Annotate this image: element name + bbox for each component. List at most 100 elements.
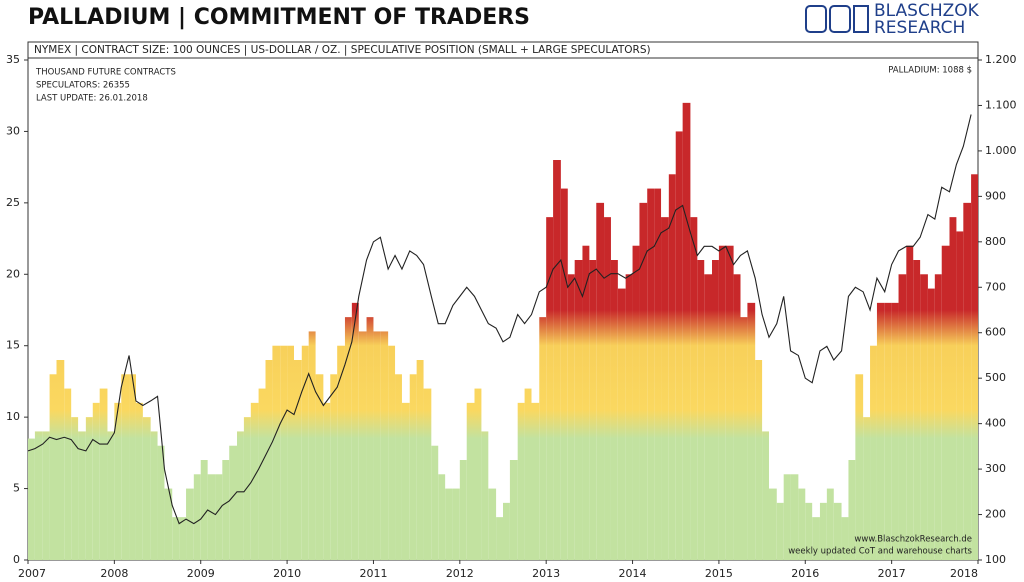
- bar: [725, 245, 734, 560]
- bar: [949, 217, 957, 560]
- bar: [884, 302, 892, 560]
- bar: [107, 431, 115, 560]
- logo-icon: [829, 5, 851, 33]
- bar: [539, 317, 547, 560]
- bar: [452, 488, 460, 560]
- bar: [301, 345, 309, 560]
- x-tick-label: 2017: [878, 567, 906, 580]
- bar: [222, 460, 230, 560]
- bar: [870, 345, 877, 560]
- y2-tick-label: 400: [985, 417, 1006, 430]
- bar: [812, 517, 820, 560]
- bar: [129, 374, 136, 560]
- bar: [395, 374, 402, 560]
- x-tick-label: 2015: [705, 567, 733, 580]
- bar: [488, 488, 497, 560]
- bar: [712, 260, 719, 560]
- y2-tick-label: 200: [985, 508, 1006, 521]
- bar: [431, 445, 439, 560]
- bar: [315, 374, 324, 560]
- bar: [186, 488, 194, 560]
- bar: [509, 460, 518, 560]
- logo-icon: [853, 5, 869, 33]
- bar: [876, 302, 885, 560]
- bar: [142, 417, 151, 560]
- bar: [690, 217, 698, 560]
- bar: [531, 402, 540, 560]
- y-tick-label: 0: [13, 553, 20, 566]
- bar: [49, 374, 57, 560]
- bar: [388, 345, 396, 560]
- bar: [34, 431, 43, 560]
- bar: [92, 402, 100, 560]
- bar: [294, 360, 302, 560]
- bar: [243, 417, 251, 560]
- bar: [704, 274, 712, 560]
- bar: [610, 260, 618, 560]
- y-tick-label: 15: [6, 339, 20, 352]
- bar: [697, 260, 705, 560]
- y2-tick-label: 1.200: [985, 53, 1017, 66]
- x-tick-label: 2014: [619, 567, 647, 580]
- bar: [617, 288, 626, 560]
- bar: [833, 502, 842, 560]
- bar: [913, 260, 921, 560]
- bar: [78, 431, 86, 560]
- bar: [863, 417, 871, 560]
- bar: [121, 374, 130, 560]
- logo: BLASCHZOK RESEARCH: [805, 1, 980, 38]
- bar: [776, 502, 784, 560]
- logo-icon: [805, 5, 827, 33]
- bar: [64, 388, 72, 560]
- bar: [164, 488, 173, 560]
- y-tick-label: 35: [6, 53, 20, 66]
- bar: [265, 360, 273, 560]
- bar: [474, 388, 482, 560]
- bar: [459, 460, 467, 560]
- bar: [135, 402, 143, 560]
- bar: [85, 417, 93, 560]
- bar: [280, 345, 288, 560]
- bar: [582, 245, 590, 560]
- y-tick-label: 5: [13, 482, 20, 495]
- bar: [740, 317, 748, 560]
- bar: [841, 517, 849, 560]
- x-tick-label: 2011: [359, 567, 387, 580]
- bar: [503, 502, 510, 560]
- price-line: [27, 114, 972, 525]
- x-tick-label: 2008: [100, 567, 128, 580]
- bar: [589, 260, 597, 560]
- y2-tick-label: 1.000: [985, 144, 1017, 157]
- bar: [358, 331, 367, 560]
- bar: [675, 131, 683, 560]
- bar: [344, 317, 352, 560]
- bar: [639, 202, 648, 560]
- bar: [604, 217, 611, 560]
- bar: [42, 431, 50, 560]
- bar: [927, 288, 935, 560]
- bar: [157, 445, 165, 560]
- bar: [941, 245, 950, 560]
- bar: [330, 374, 338, 560]
- y-tick-label: 10: [6, 410, 20, 423]
- annotation: www.BlaschzokResearch.de: [854, 535, 972, 545]
- bar: [438, 474, 446, 560]
- bar: [401, 402, 410, 560]
- bar: [971, 174, 978, 561]
- logo-text: RESEARCH: [874, 18, 965, 38]
- chart-title: PALLADIUM | COMMITMENT OF TRADERS: [28, 5, 530, 30]
- x-tick-label: 2018: [950, 567, 978, 580]
- bar: [409, 374, 417, 560]
- bar: [215, 474, 223, 560]
- x-tick-label: 2016: [791, 567, 819, 580]
- y2-tick-label: 100: [985, 553, 1006, 566]
- x-tick-label: 2010: [273, 567, 301, 580]
- bar: [517, 402, 525, 560]
- bar: [574, 260, 583, 560]
- bar: [553, 160, 561, 560]
- bar: [423, 388, 432, 560]
- bar: [250, 402, 259, 560]
- annotation: LAST UPDATE: 26.01.2018: [36, 94, 148, 104]
- bar: [99, 388, 108, 560]
